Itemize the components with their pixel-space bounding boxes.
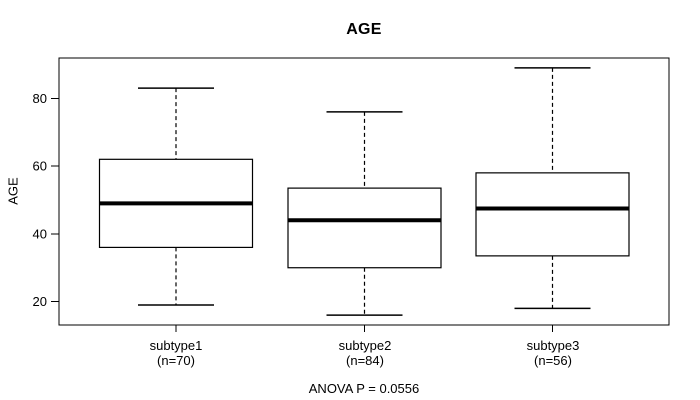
x-category-subtype1: subtype1 (n=70) bbox=[101, 338, 251, 368]
anova-p-annotation: ANOVA P = 0.0556 bbox=[308, 381, 420, 396]
iqr-box bbox=[475, 172, 630, 257]
x-category-count: (n=56) bbox=[534, 352, 572, 368]
x-category-subtype2: subtype2 (n=84) bbox=[290, 338, 440, 368]
x-category-label: subtype2 bbox=[338, 338, 392, 353]
y-axis-tick-label: 80 bbox=[33, 91, 47, 106]
y-axis-tick-label: 60 bbox=[33, 159, 47, 174]
y-axis-label: AGE bbox=[5, 177, 21, 205]
x-category-count: (n=84) bbox=[346, 352, 384, 368]
x-category-count: (n=70) bbox=[157, 352, 195, 368]
x-category-label: subtype3 bbox=[526, 338, 580, 353]
y-axis-tick-label: 20 bbox=[33, 294, 47, 309]
x-category-subtype3: subtype3 (n=56) bbox=[478, 338, 628, 368]
x-category-label: subtype1 bbox=[149, 338, 203, 353]
iqr-box bbox=[287, 187, 442, 269]
chart-title: AGE bbox=[346, 21, 382, 38]
y-axis-tick-label: 40 bbox=[33, 226, 47, 241]
